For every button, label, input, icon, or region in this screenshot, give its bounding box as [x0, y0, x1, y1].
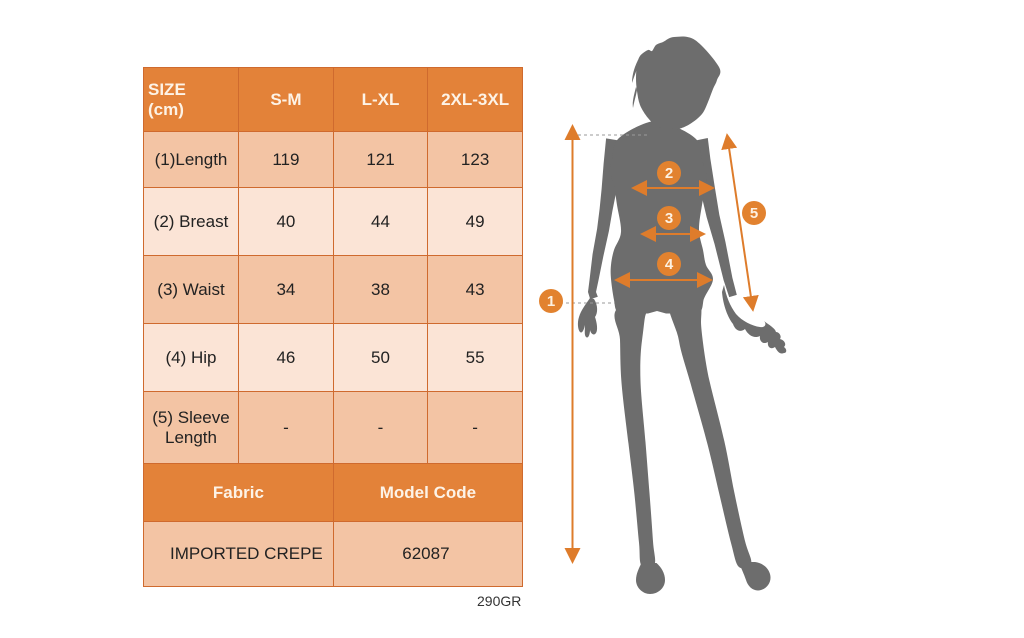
svg-text:4: 4: [665, 256, 674, 273]
svg-text:2: 2: [665, 165, 673, 182]
svg-text:3: 3: [665, 210, 673, 227]
svg-text:5: 5: [750, 205, 758, 222]
svg-text:1: 1: [547, 293, 555, 310]
